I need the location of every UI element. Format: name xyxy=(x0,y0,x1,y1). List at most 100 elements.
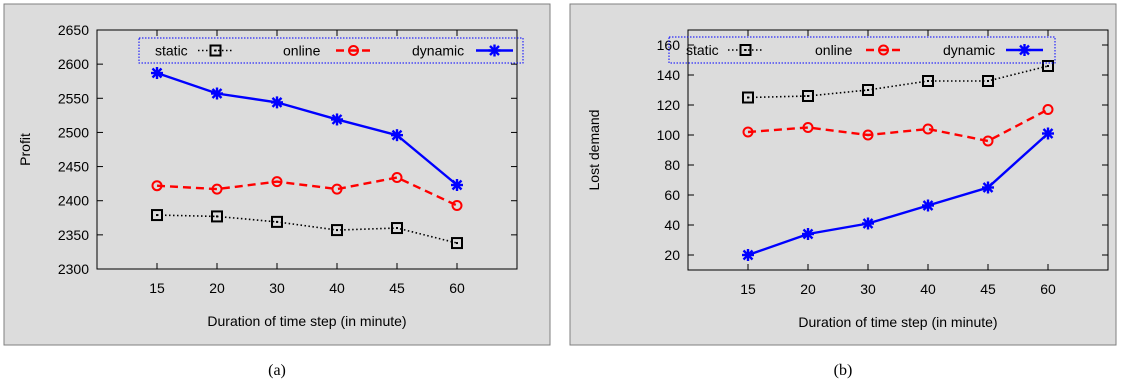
data-point-online xyxy=(331,183,343,195)
x-axis-label: Duration of time step (in minute) xyxy=(207,313,406,329)
series-line-online xyxy=(156,176,458,207)
legend-box xyxy=(138,37,524,64)
legend-box xyxy=(668,36,1056,64)
y-tick-label: 160 xyxy=(657,37,681,53)
x-tick-label: 40 xyxy=(329,280,345,296)
panel-background xyxy=(569,3,1117,346)
data-point-dynamic xyxy=(862,217,874,230)
data-point-online xyxy=(802,122,814,133)
y-tick-label: 2500 xyxy=(58,124,89,140)
chart-profit: 2300 2350 2400 2450 2500 2550 2600 2650 15 20 30 40… xyxy=(3,3,551,346)
series-dynamic xyxy=(742,127,1054,261)
series-static xyxy=(151,209,463,250)
data-point-static xyxy=(151,209,163,222)
y-axis-label: Lost demand xyxy=(586,110,602,191)
chart-lost-demand: 20 40 60 80 100 120 140 160 15 20 30 40 45 60 Duration… xyxy=(569,3,1117,346)
y-tick-label: 2300 xyxy=(58,261,89,277)
y-tick-label: 20 xyxy=(664,247,680,263)
x-tick-label: 20 xyxy=(209,280,225,296)
legend-label-dynamic: dynamic xyxy=(412,43,464,59)
data-point-dynamic xyxy=(982,181,994,194)
legend: static online dynamic xyxy=(138,37,524,64)
y-tick-label: 120 xyxy=(657,97,681,113)
legend-label-online: online xyxy=(283,43,321,59)
data-point-online xyxy=(742,126,754,138)
y-tick-label: 2550 xyxy=(58,90,89,106)
series-online xyxy=(151,171,463,211)
data-point-static xyxy=(451,237,463,250)
x-tick-label: 20 xyxy=(800,281,816,297)
data-point-online xyxy=(451,199,463,211)
x-tick-label: 30 xyxy=(269,280,285,296)
y-tick-label: 140 xyxy=(657,67,681,83)
data-point-online xyxy=(211,183,223,195)
y-tick-label: 2350 xyxy=(58,227,89,243)
y-tick-label: 2450 xyxy=(58,159,89,175)
data-point-dynamic xyxy=(742,249,754,261)
data-point-static xyxy=(862,84,874,96)
y-tick-label: 80 xyxy=(664,157,680,173)
data-point-static xyxy=(271,215,283,228)
data-point-online xyxy=(391,171,403,183)
data-point-online xyxy=(982,135,994,147)
data-point-static xyxy=(1042,60,1054,72)
data-point-online xyxy=(151,180,163,192)
series-line-dynamic xyxy=(747,132,1049,257)
series-line-online xyxy=(747,108,1049,143)
data-point-online xyxy=(862,129,874,141)
x-tick-label: 45 xyxy=(389,280,405,296)
data-point-dynamic xyxy=(451,179,463,192)
data-point-dynamic xyxy=(922,199,934,212)
legend-marker-dynamic xyxy=(488,44,501,57)
y-axis-label: Profit xyxy=(17,133,33,166)
y-tick-label: 2400 xyxy=(58,193,89,209)
data-point-dynamic xyxy=(391,129,403,142)
data-point-static xyxy=(742,91,754,104)
legend-marker-static xyxy=(739,44,752,56)
x-tick-label: 40 xyxy=(920,281,936,297)
figure-caption: (a) xyxy=(268,362,286,379)
data-point-online xyxy=(922,123,934,135)
legend-marker-dynamic xyxy=(1018,44,1031,56)
figure-caption: (b) xyxy=(834,362,853,379)
data-point-dynamic xyxy=(1042,127,1054,140)
plot-frame xyxy=(96,29,518,270)
data-point-static xyxy=(802,90,814,102)
y-tick-label: 40 xyxy=(664,217,680,233)
legend-label-online: online xyxy=(815,42,853,58)
data-point-dynamic xyxy=(802,228,814,240)
x-axis-label: Duration of time step (in minute) xyxy=(798,314,997,330)
legend-marker-online xyxy=(348,45,359,56)
data-point-dynamic xyxy=(151,67,163,80)
data-point-static xyxy=(211,210,223,223)
panel-background xyxy=(3,3,551,346)
data-point-online xyxy=(271,176,283,188)
data-point-static xyxy=(922,75,934,87)
legend-label-static: static xyxy=(686,42,719,58)
legend-marker-static xyxy=(209,44,222,57)
series-static xyxy=(742,60,1054,104)
x-tick-label: 60 xyxy=(449,280,465,296)
plot-frame xyxy=(687,29,1109,271)
legend-label-dynamic: dynamic xyxy=(943,42,995,58)
data-point-dynamic xyxy=(211,87,223,100)
data-point-online xyxy=(1042,104,1054,115)
data-point-dynamic xyxy=(331,113,343,126)
series-line-dynamic xyxy=(156,71,458,186)
x-tick-label: 60 xyxy=(1040,281,1056,297)
data-point-static xyxy=(331,224,343,237)
y-tick-label: 60 xyxy=(664,187,680,203)
x-tick-label: 15 xyxy=(149,280,165,296)
legend-marker-online xyxy=(878,44,889,56)
series-online xyxy=(742,104,1054,147)
series-dynamic xyxy=(151,67,463,192)
x-tick-label: 45 xyxy=(980,281,996,297)
x-tick-label: 15 xyxy=(740,281,756,297)
y-tick-label: 2650 xyxy=(58,22,89,38)
y-tick-label: 2600 xyxy=(58,56,89,72)
legend: static online dynamic xyxy=(668,36,1056,64)
data-point-dynamic xyxy=(271,96,283,109)
y-tick-label: 100 xyxy=(657,127,681,143)
data-point-static xyxy=(982,75,994,87)
